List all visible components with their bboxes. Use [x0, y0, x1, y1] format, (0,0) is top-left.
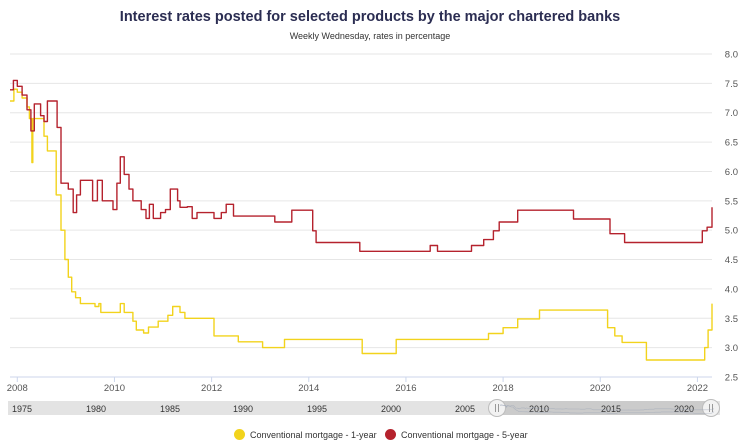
series-line-5-year	[10, 79, 713, 252]
x-tick-label: 2012	[201, 383, 222, 394]
y-tick-label: 4.0	[725, 284, 738, 295]
legend-marker-1-year	[234, 429, 245, 440]
y-tick-label: 7.0	[725, 108, 738, 119]
series-line-1-year	[10, 88, 713, 361]
x-tick-label: 2022	[687, 383, 708, 394]
legend-label-1-year: Conventional mortgage - 1-year	[250, 429, 377, 440]
chart-title: Interest rates posted for selected produ…	[119, 9, 621, 25]
navigator-label: 2005	[455, 404, 475, 414]
navigator-label: 2000	[381, 404, 401, 414]
y-tick-label: 2.5	[725, 373, 738, 384]
y-tick-label: 3.0	[725, 343, 738, 354]
y-tick-label: 5.0	[725, 226, 738, 237]
navigator-selection[interactable]	[500, 401, 714, 415]
navigator-label: 2015	[601, 404, 621, 414]
navigator-label: 1980	[86, 404, 106, 414]
navigator-label: 1995	[307, 404, 327, 414]
y-tick-label: 8.0	[725, 50, 738, 61]
y-axis: 2.5 3.0 3.5 4.0 4.5 5.0 5.5 6.0 6.5 7.0 7.5 8.0	[725, 50, 738, 384]
legend-item-1-year[interactable]: Conventional mortgage - 1-year	[234, 429, 377, 440]
x-tick-label: 2014	[298, 383, 319, 394]
y-tick-label: 4.5	[725, 255, 738, 266]
y-tick-label: 5.5	[725, 196, 738, 207]
x-tick-label: 2020	[590, 383, 611, 394]
x-tick-label: 2010	[104, 383, 125, 394]
y-tick-label: 6.0	[725, 167, 738, 178]
navigator-label: 2010	[529, 404, 549, 414]
navigator-label: 1990	[233, 404, 253, 414]
y-tick-label: 6.5	[725, 138, 738, 149]
navigator-label: 1985	[160, 404, 180, 414]
navigator-label: 1975	[12, 404, 32, 414]
series-lines	[10, 79, 713, 361]
chart-subtitle: Weekly Wednesday, rates in percentage	[289, 31, 451, 41]
grid-lines	[10, 53, 712, 378]
x-tick-label: 2016	[395, 383, 416, 394]
x-axis: 2008 2010 2012 2014 2016 2018 2020 2022	[7, 376, 712, 394]
navigator-handle-right[interactable]	[702, 399, 720, 417]
legend-label-5-year: Conventional mortgage - 5-year	[401, 429, 528, 440]
y-tick-label: 3.5	[725, 314, 738, 325]
legend-marker-5-year	[385, 429, 396, 440]
x-tick-label: 2008	[7, 383, 28, 394]
legend-item-5-year[interactable]: Conventional mortgage - 5-year	[385, 429, 528, 440]
x-tick-label: 2018	[493, 383, 514, 394]
navigator-series-line	[499, 404, 715, 411]
navigator-series-line	[499, 404, 715, 414]
y-tick-label: 7.5	[725, 79, 738, 90]
range-navigator[interactable]: 1975 1980 1985 1990 1995 2000 2005 2010 2015 2020	[8, 399, 720, 417]
navigator-label: 2020	[674, 404, 694, 414]
navigator-labels: 1975 1980 1985 1990 1995 2000 2005 2010 2015 2020	[12, 404, 694, 414]
navigator-handle-left[interactable]	[488, 399, 506, 417]
